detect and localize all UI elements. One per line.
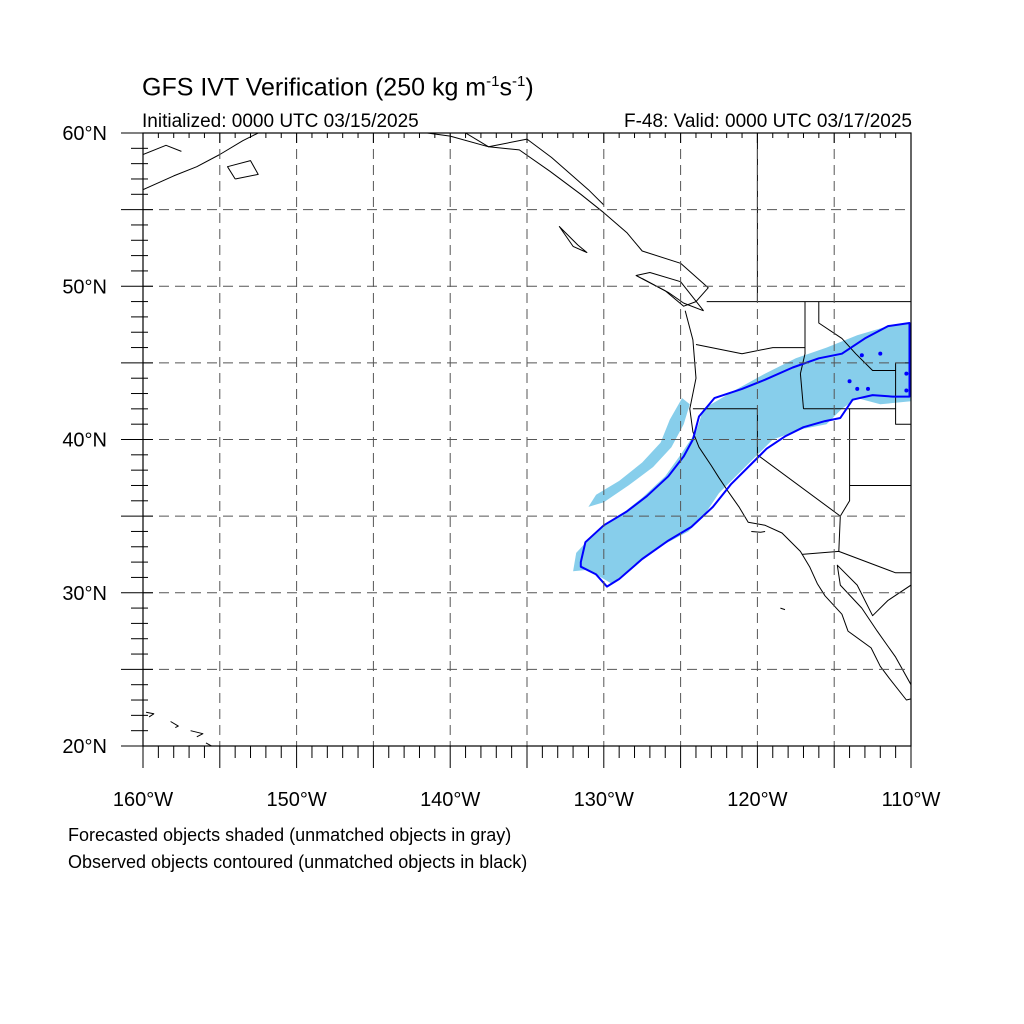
coast-or-border-line — [427, 133, 709, 307]
graticule — [143, 133, 911, 746]
coast-or-border-line — [143, 144, 182, 155]
forecast-object-layer — [573, 323, 911, 584]
lon-label: 120°W — [727, 789, 787, 811]
lon-label: 160°W — [113, 789, 173, 811]
coast-or-border-line — [143, 133, 259, 191]
observed-object-layer — [579, 322, 911, 588]
observed-contour-fragment — [904, 371, 909, 376]
observed-contour-fragment — [859, 353, 864, 358]
legend-forecast-note: Forecasted objects shaded (unmatched obj… — [68, 825, 512, 845]
lat-label: 30°N — [62, 583, 107, 605]
coast-or-border-line — [465, 133, 605, 206]
coast-or-border-line — [695, 301, 806, 355]
axis-ticks — [121, 132, 912, 768]
coast-or-border-line — [801, 550, 911, 574]
lat-label: 60°N — [62, 123, 107, 145]
lon-label: 140°W — [420, 789, 480, 811]
initialized-time: Initialized: 0000 UTC 03/15/2025 — [142, 111, 419, 132]
lat-label: 20°N — [62, 736, 107, 758]
coast-or-border-line — [799, 347, 806, 374]
lon-label: 130°W — [574, 789, 634, 811]
observed-contour-fragment — [865, 386, 870, 391]
lon-label: 110°W — [882, 789, 941, 811]
lat-label: 40°N — [62, 430, 107, 452]
coast-or-border-line — [836, 564, 911, 685]
valid-time: F-48: Valid: 0000 UTC 03/17/2025 — [624, 111, 912, 132]
legend-observed-note: Observed objects contoured (unmatched ob… — [68, 852, 528, 872]
coast-or-border-line — [799, 373, 804, 409]
coast-or-border-line — [818, 301, 896, 371]
forecast-ivt-object-secondary — [588, 398, 690, 507]
coast-or-border-line — [751, 531, 766, 533]
coast-or-border-line — [849, 408, 911, 425]
coast-or-border-line — [684, 310, 911, 701]
observed-contour-fragment — [855, 386, 860, 391]
observed-contour-fragment — [878, 351, 883, 356]
forecast-ivt-object — [573, 323, 911, 584]
lon-label: 150°W — [266, 789, 326, 811]
coast-or-border-line — [190, 730, 204, 738]
map-title: GFS IVT Verification (250 kg m-1s-1) — [142, 73, 534, 102]
coast-or-border-line — [146, 711, 155, 718]
coast-or-border-line — [558, 226, 588, 253]
coast-or-border-line — [170, 721, 179, 729]
lat-label: 50°N — [62, 276, 107, 298]
observed-contour-fragment — [847, 379, 852, 384]
coastlines — [143, 133, 911, 746]
observed-ivt-contour — [579, 322, 911, 588]
axis-labels: 60°N 50°N 40°N 30°N 20°N 160°W 150°W 140°W 130°W… — [62, 123, 940, 811]
observed-contour-fragment — [904, 388, 909, 393]
coast-or-border-line — [780, 607, 786, 611]
coast-or-border-line — [227, 160, 259, 180]
coast-or-border-line — [635, 272, 704, 312]
